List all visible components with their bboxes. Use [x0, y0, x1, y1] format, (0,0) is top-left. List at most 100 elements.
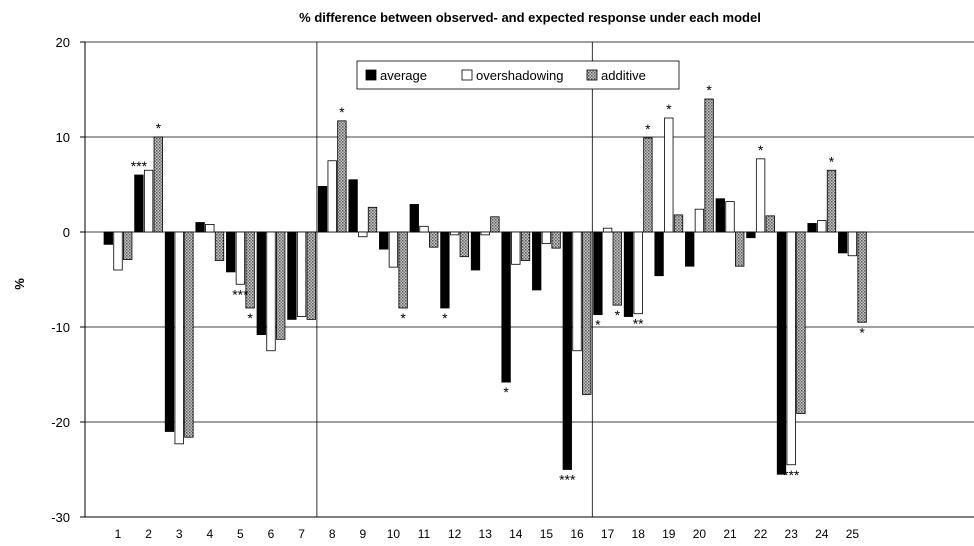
x-tick-label: 19: [662, 527, 676, 541]
bar-average-18: [623, 231, 634, 317]
bar-additive-7: [306, 231, 316, 320]
bar-overshadowing-1: [113, 231, 123, 271]
legend-swatch-overshadowing: [461, 69, 473, 81]
significance-marker: *: [829, 153, 835, 169]
axes: [80, 41, 974, 518]
bar-average-22: [746, 231, 756, 239]
bar-average-11: [409, 204, 419, 233]
x-tick-label: 8: [329, 527, 336, 541]
bar-overshadowing-7: [296, 231, 307, 317]
significance-marker: *: [645, 121, 651, 137]
significance-marker: *: [442, 310, 448, 326]
x-tick-label: 14: [509, 527, 523, 541]
bar-additive-1: [123, 231, 133, 260]
bar-additive-20: [704, 98, 714, 233]
panel-separators: [316, 42, 593, 517]
x-tick-label: 5: [237, 527, 244, 541]
bar-overshadowing-13: [480, 231, 490, 236]
significance-marker: *: [247, 310, 253, 326]
bar-additive-4: [214, 231, 225, 261]
bar-additive-14: [520, 231, 531, 261]
significance-marker: *: [503, 384, 509, 400]
bar-average-1: [103, 231, 113, 245]
x-tick-label: 18: [632, 527, 646, 541]
bar-average-10: [379, 231, 389, 250]
bar-overshadowing-3: [174, 231, 184, 445]
bar-additive-21: [735, 231, 745, 267]
legend-swatch-additive: [586, 69, 598, 81]
significance-marker: *: [339, 104, 345, 120]
significance-marker: ***: [232, 286, 249, 302]
bar-overshadowing-9: [358, 231, 368, 238]
bar-additive-15: [551, 231, 561, 249]
bar-average-13: [470, 231, 481, 271]
significance-marker: *: [156, 120, 162, 136]
significance-annotations: ********** ******************: [131, 82, 866, 488]
x-tick-label: 9: [359, 527, 366, 541]
legend: average overshadowing additive: [356, 60, 680, 90]
x-tick-label: 12: [448, 527, 462, 541]
significance-marker: **: [633, 316, 644, 332]
bar-average-6: [256, 231, 266, 335]
legend-swatch-average: [365, 69, 377, 81]
bar-overshadowing-19: [664, 117, 674, 233]
x-tick-label: 11: [418, 527, 431, 541]
x-tick-label: 15: [540, 527, 554, 541]
bar-overshadowing-18: [633, 231, 643, 315]
bar-additive-12: [459, 231, 469, 258]
x-tick-label: 21: [723, 527, 737, 541]
bar-additive-25: [857, 231, 867, 323]
bar-average-15: [532, 231, 542, 291]
y-tick-label: 0: [63, 225, 70, 240]
bar-additive-8: [337, 120, 347, 233]
bar-additive-17: [612, 231, 622, 306]
bar-additive-9: [367, 206, 378, 233]
y-axis-label: %: [12, 278, 27, 290]
bar-average-23: [776, 231, 787, 475]
bar-average-21: [715, 198, 725, 233]
bar-average-17: [593, 231, 603, 316]
bar-average-14: [501, 231, 511, 383]
legend-label-overshadowing: overshadowing: [476, 68, 563, 83]
bar-additive-5: [245, 231, 255, 309]
bar-average-12: [440, 231, 450, 309]
bar-overshadowing-4: [205, 223, 215, 233]
bar-additive-22: [765, 215, 775, 233]
chart-title: % difference between observed- and expec…: [299, 10, 761, 25]
x-tick-label: 10: [387, 527, 401, 541]
bar-average-8: [317, 185, 328, 233]
bar-overshadowing-2: [143, 169, 154, 233]
bar-average-9: [348, 179, 358, 233]
significance-marker: *: [400, 310, 406, 326]
y-tick-label: -30: [51, 510, 70, 525]
bar-overshadowing-14: [511, 231, 521, 265]
y-tick-label: -20: [51, 415, 70, 430]
bar-additive-16: [582, 231, 592, 395]
bar-additive-3: [184, 231, 194, 438]
bar-overshadowing-6: [266, 231, 276, 352]
significance-marker: ***: [131, 158, 148, 174]
x-tick-label: 6: [268, 527, 275, 541]
bar-overshadowing-8: [327, 160, 337, 233]
bar-additive-24: [826, 169, 837, 233]
bar-additive-10: [398, 231, 408, 309]
bar-average-2: [134, 174, 144, 233]
bar-overshadowing-16: [572, 231, 582, 352]
x-tick-label: 16: [570, 527, 584, 541]
x-tick-label: 22: [754, 527, 768, 541]
x-tick-label: 13: [479, 527, 493, 541]
significance-marker: *: [706, 82, 712, 98]
bar-average-4: [195, 222, 205, 233]
bar-overshadowing-21: [725, 201, 735, 233]
bar-average-24: [807, 223, 817, 233]
bar-overshadowing-11: [419, 225, 429, 233]
x-tick-label: 25: [846, 527, 860, 541]
x-tick-label: 3: [176, 527, 183, 541]
bar-average-20: [685, 231, 695, 267]
bar-overshadowing-23: [786, 231, 796, 466]
y-tick-label: 10: [56, 130, 70, 145]
y-tick-label: 20: [56, 35, 70, 50]
bar-average-7: [287, 231, 297, 320]
significance-marker: *: [666, 101, 672, 117]
bar-overshadowing-20: [694, 208, 705, 233]
